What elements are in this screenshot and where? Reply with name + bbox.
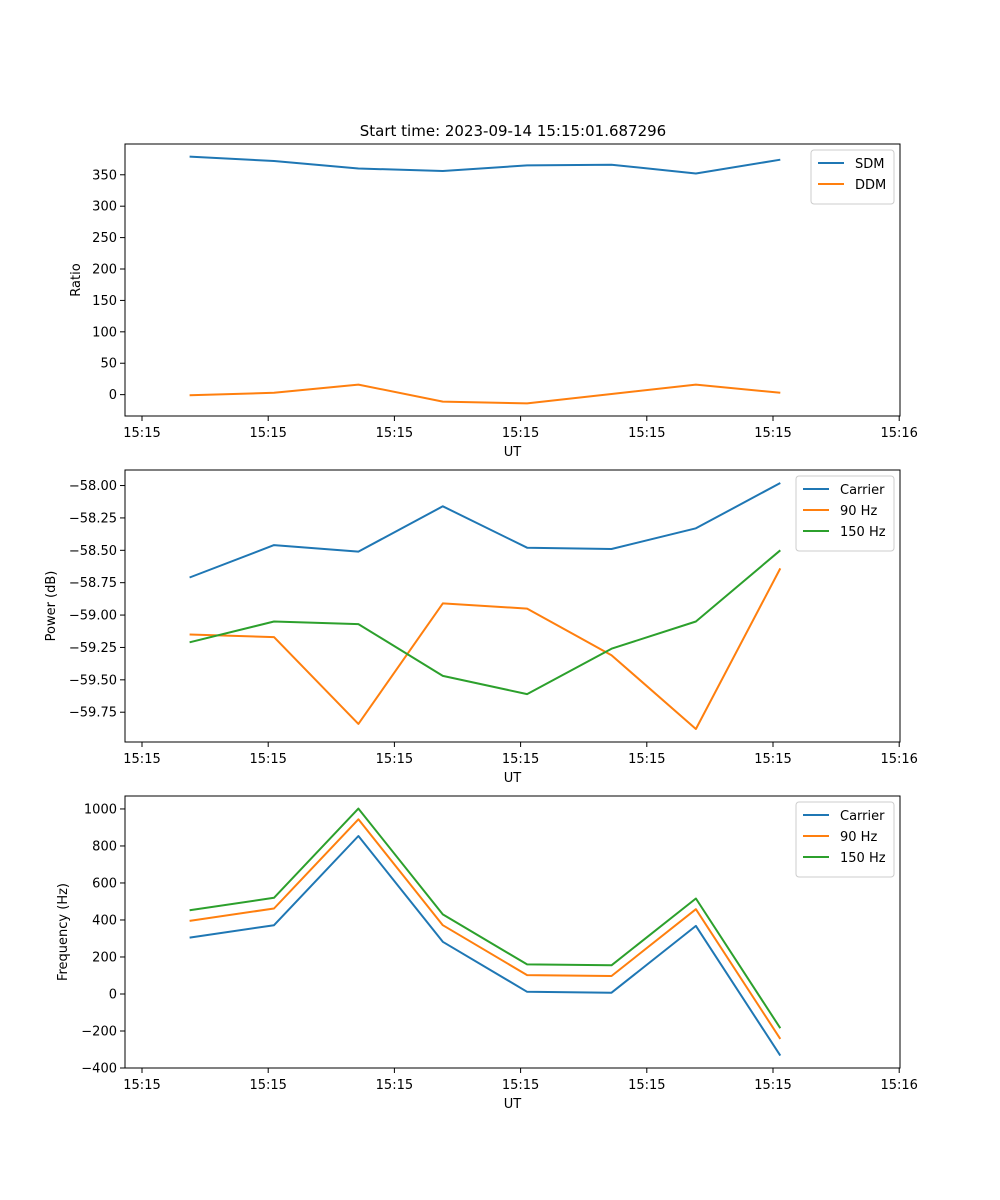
y-tick-label: 400 (92, 913, 117, 928)
y-tick-label: −59.25 (69, 641, 117, 656)
chart-1: 15:15 15:15 15:15 15:15 15:15 15:15 15:16 0 50 10… (69, 143, 918, 460)
series-line-90-hz (189, 567, 782, 730)
x-tick-label: 15:15 (502, 752, 539, 767)
x-tick-label: 15:15 (754, 752, 791, 767)
y-tick-label: 200 (92, 950, 117, 965)
x-tick-label: 15:15 (123, 426, 160, 441)
y-tick-label: −59.00 (69, 609, 117, 624)
x-tick-label: 15:15 (376, 426, 413, 441)
x-tick-label: 15:15 (123, 752, 160, 767)
x-tick-label: 15:16 (880, 426, 917, 441)
series-line-carrier (189, 482, 781, 579)
y-tick-label: −400 (81, 1062, 117, 1077)
y-tick-label: −58.75 (69, 576, 117, 591)
x-tick-label: 15:15 (376, 1078, 413, 1093)
series-line-carrier (189, 835, 782, 1057)
legend-label: 150 Hz (840, 851, 886, 866)
y-tick-label: −58.25 (69, 511, 117, 526)
legend: Carrier 90 Hz 150 Hz (795, 801, 895, 878)
x-tick-label: 15:15 (502, 426, 539, 441)
figure-title: Start time: 2023-09-14 15:15:01.687296 (360, 122, 666, 140)
legend-label: 90 Hz (840, 504, 877, 519)
y-tick-label: 0 (109, 987, 117, 1002)
legend-label: 150 Hz (840, 525, 886, 540)
y-tick-label: 250 (92, 231, 117, 246)
legend-box (795, 475, 895, 552)
x-tick-label: 15:15 (628, 426, 665, 441)
y-tick-label: 600 (92, 876, 117, 891)
series-line-150-hz (189, 549, 781, 696)
chart-3: 15:15 15:15 15:15 15:15 15:15 15:15 15:16 −400 −… (56, 795, 918, 1112)
axes-frame (124, 469, 901, 743)
y-tick-label: −58.00 (69, 479, 117, 494)
series-line-150-hz (189, 807, 782, 1029)
y-tick-label: 300 (92, 200, 117, 215)
legend: SDM DDM (810, 149, 895, 205)
x-tick-label: 15:15 (628, 752, 665, 767)
x-tick-label: 15:15 (249, 752, 286, 767)
x-tick-label: 15:15 (376, 752, 413, 767)
series-line-ddm (189, 383, 781, 405)
axes-frame (124, 795, 901, 1069)
x-tick-label: 15:15 (249, 426, 286, 441)
legend-label: 90 Hz (840, 830, 877, 845)
x-tick-label: 15:15 (754, 426, 791, 441)
legend: Carrier 90 Hz 150 Hz (795, 475, 895, 552)
y-axis-label: Frequency (Hz) (56, 883, 71, 981)
series-line-sdm (189, 155, 781, 175)
legend-box (795, 801, 895, 878)
y-tick-label: 350 (92, 168, 117, 183)
x-tick-label: 15:16 (880, 752, 917, 767)
x-axis-label: UT (504, 771, 522, 786)
y-tick-label: 200 (92, 263, 117, 278)
legend-label: Carrier (840, 809, 885, 824)
legend-label: DDM (855, 178, 886, 193)
y-tick-label: −58.50 (69, 544, 117, 559)
x-axis-label: UT (504, 1097, 522, 1112)
x-tick-label: 15:16 (880, 1078, 917, 1093)
x-tick-label: 15:15 (628, 1078, 665, 1093)
y-axis-label: Power (dB) (44, 571, 59, 642)
y-tick-label: −59.75 (69, 706, 117, 721)
y-tick-label: 50 (100, 357, 117, 372)
series-line-90-hz (189, 818, 782, 1040)
x-tick-label: 15:15 (123, 1078, 160, 1093)
y-tick-label: 800 (92, 839, 117, 854)
y-tick-label: 150 (92, 294, 117, 309)
axes-frame (124, 143, 901, 417)
y-tick-label: −59.50 (69, 673, 117, 688)
y-axis-label: Ratio (69, 263, 84, 296)
x-tick-label: 15:15 (502, 1078, 539, 1093)
x-axis-label: UT (504, 445, 522, 460)
y-tick-label: 100 (92, 325, 117, 340)
legend-label: Carrier (840, 483, 885, 498)
x-tick-label: 15:15 (249, 1078, 286, 1093)
y-tick-label: 1000 (84, 802, 117, 817)
chart-2: 15:15 15:15 15:15 15:15 15:15 15:15 15:16 −59.7… (44, 469, 918, 786)
y-tick-label: −200 (81, 1024, 117, 1039)
legend-label: SDM (855, 157, 884, 172)
y-tick-label: 0 (109, 388, 117, 403)
x-tick-label: 15:15 (754, 1078, 791, 1093)
